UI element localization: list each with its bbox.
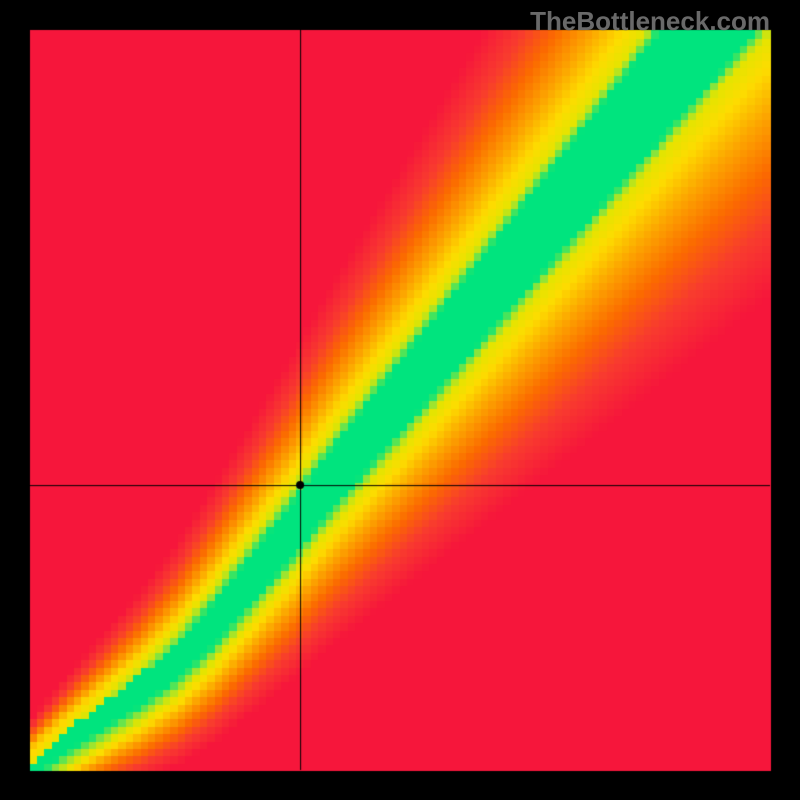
chart-container: TheBottleneck.com — [0, 0, 800, 800]
bottleneck-heatmap — [0, 0, 800, 800]
watermark-text: TheBottleneck.com — [530, 6, 770, 37]
